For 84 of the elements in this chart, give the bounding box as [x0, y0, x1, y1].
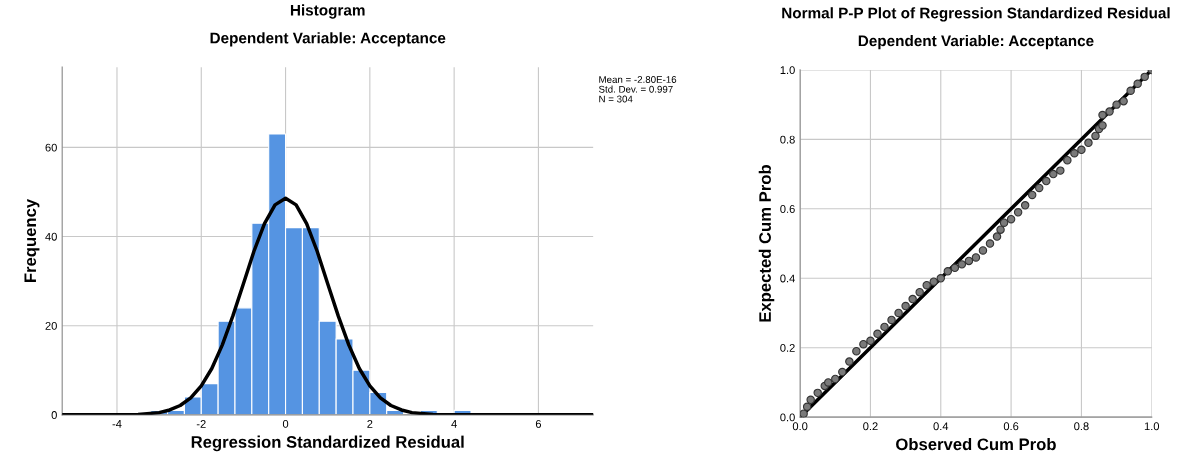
- point: [964, 256, 974, 266]
- chart-subtitle: Dependent Variable: Acceptance: [210, 32, 446, 47]
- point: [831, 374, 840, 384]
- point: [802, 402, 812, 411]
- x-tick-label: 4: [451, 420, 457, 428]
- point: [1006, 215, 1016, 224]
- y-axis-title: Expected Cum Prob: [758, 165, 775, 322]
- text: N = 304: [599, 95, 633, 103]
- point: [1077, 145, 1086, 155]
- y-tick-label: 60: [45, 143, 57, 152]
- x-tick-label: 0.2: [863, 422, 878, 431]
- point: [1056, 166, 1065, 175]
- point: [806, 395, 815, 405]
- point: [852, 346, 861, 356]
- y-tick-label: 0.0: [780, 413, 795, 422]
- point: [894, 308, 903, 318]
- x-tick-label: -4: [112, 420, 122, 428]
- point: [880, 322, 889, 332]
- point: [1098, 110, 1107, 120]
- point: [813, 388, 822, 398]
- x-axis-title: Regression Standardized Residual: [191, 435, 464, 452]
- point: [929, 277, 938, 286]
- point: [978, 246, 988, 255]
- point: [873, 329, 882, 339]
- point: [824, 378, 833, 387]
- y-tick-label: 40: [45, 232, 57, 241]
- point: [859, 340, 868, 349]
- point: [1034, 183, 1044, 193]
- point: [1105, 107, 1114, 116]
- point: [1070, 149, 1079, 158]
- text: Mean = -2.80E-16: [599, 76, 677, 83]
- point: [1063, 155, 1072, 165]
- y-tick-label: 0.4: [780, 274, 795, 283]
- x-tick-label: 6: [535, 420, 542, 428]
- point: [999, 218, 1009, 227]
- point: [992, 232, 1002, 241]
- x-tick-label: 0.8: [1074, 422, 1089, 431]
- point: [957, 260, 967, 269]
- point: [1112, 100, 1121, 109]
- point: [1133, 79, 1142, 89]
- point: [845, 357, 854, 366]
- chart-title: Normal P-P Plot of Regression Standardized Residual: [782, 7, 1170, 22]
- text: Std. Dev. = 0.997: [598, 85, 673, 93]
- chart-subtitle: Dependent Variable: Acceptance: [858, 35, 1094, 50]
- y-axis-title: Frequency: [24, 198, 40, 283]
- y-tick-label: 1.0: [780, 66, 795, 75]
- chart-title: Histogram: [290, 4, 365, 19]
- x-tick-label: 0.4: [933, 422, 949, 431]
- x-tick-label: 0.6: [1003, 422, 1019, 431]
- point: [1013, 208, 1023, 217]
- y-tick-label: 0.8: [780, 135, 795, 144]
- y-tick-label: 20: [45, 321, 57, 330]
- point: [1119, 96, 1128, 106]
- x-tick-label: 0.0: [792, 422, 808, 431]
- y-tick-label: 0: [51, 411, 57, 419]
- point: [971, 253, 981, 262]
- point: [950, 263, 960, 273]
- point: [1126, 86, 1135, 95]
- point: [1042, 176, 1051, 186]
- point: [936, 274, 946, 283]
- x-tick-label: 2: [367, 420, 373, 428]
- point: [1084, 138, 1093, 148]
- point: [887, 315, 896, 325]
- point: [1098, 121, 1107, 130]
- point: [922, 280, 931, 290]
- point: [915, 287, 924, 297]
- y-tick-label: 0.6: [780, 205, 795, 213]
- point: [1049, 169, 1058, 179]
- point: [866, 336, 875, 345]
- x-axis-title: Observed Cum Prob: [896, 437, 1056, 451]
- point: [1027, 190, 1037, 200]
- point: [908, 294, 917, 304]
- point: [901, 301, 910, 311]
- x-tick-label: 1.0: [1144, 422, 1160, 431]
- point: [985, 239, 995, 248]
- point: [943, 267, 953, 276]
- y-tick-label: 0.2: [780, 343, 795, 352]
- x-tick-label: 0: [282, 420, 289, 428]
- point: [996, 225, 1005, 234]
- point: [1140, 72, 1149, 82]
- point: [838, 367, 847, 377]
- point: [1091, 131, 1100, 141]
- point: [1020, 201, 1030, 210]
- x-tick-label: -2: [196, 420, 206, 428]
